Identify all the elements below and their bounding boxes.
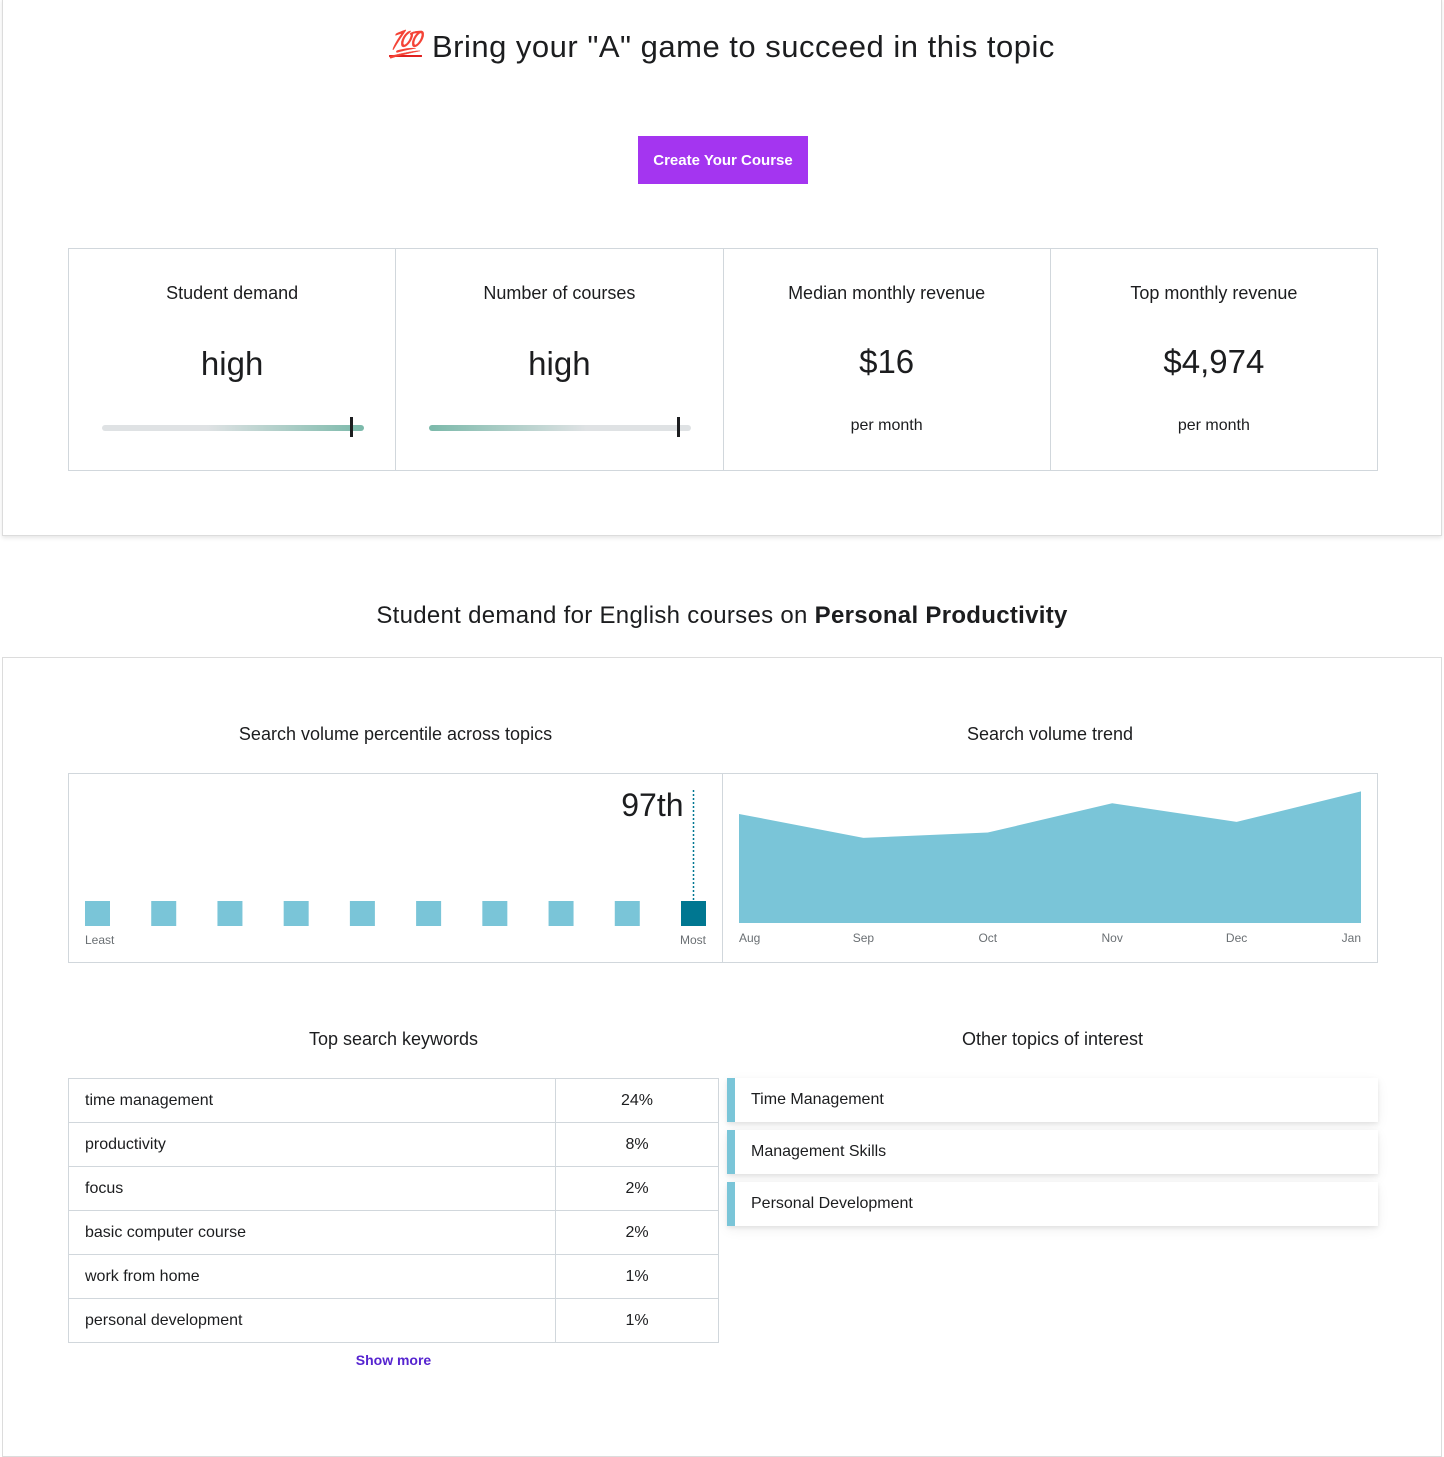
topic-item-time-management[interactable]: Time Management bbox=[727, 1078, 1378, 1122]
keyword-cell: work from home bbox=[68, 1254, 556, 1299]
opportunity-card: 💯 Bring your "A" game to succeed in this … bbox=[2, 0, 1442, 536]
keywords-title: Top search keywords bbox=[308, 1029, 479, 1049]
percentile-bucket-active bbox=[681, 901, 706, 926]
keyword-cell: personal development bbox=[68, 1298, 556, 1343]
table-row: work from home 1% bbox=[68, 1254, 719, 1299]
keyword-cell: time management bbox=[68, 1078, 556, 1123]
table-row: basic computer course 2% bbox=[68, 1210, 719, 1255]
keyword-pct-cell: 8% bbox=[555, 1122, 719, 1167]
keyword-pct-cell: 1% bbox=[555, 1298, 719, 1343]
percentile-svg: 97th Least Most bbox=[85, 787, 707, 947]
demand-card: Search volume percentile across topics S… bbox=[2, 657, 1442, 1457]
stat-sub: per month bbox=[1177, 417, 1250, 434]
x-tick-label: Jan bbox=[1342, 931, 1361, 945]
show-more-link[interactable]: Show more bbox=[355, 1352, 432, 1368]
table-row: focus 2% bbox=[68, 1166, 719, 1211]
section-topic: Personal Productivity bbox=[814, 602, 1068, 629]
stat-value: $4,974 bbox=[1163, 343, 1265, 380]
percentile-chart: 97th Least Most bbox=[68, 773, 723, 963]
table-row: time management 24% bbox=[68, 1078, 719, 1123]
table-row: productivity 8% bbox=[68, 1122, 719, 1167]
percentile-bucket bbox=[151, 901, 177, 926]
gauge-marker bbox=[677, 417, 681, 437]
keyword-cell: focus bbox=[68, 1166, 556, 1211]
stats-panel: Student demand high Number of courses hi… bbox=[68, 248, 1378, 471]
x-tick-label: Nov bbox=[1102, 931, 1123, 945]
stat-median-revenue: Median monthly revenue $16 per month bbox=[724, 249, 1051, 470]
percentile-bucket bbox=[416, 901, 442, 926]
stat-top-revenue: Top monthly revenue $4,974 per month bbox=[1051, 249, 1377, 470]
trend-area bbox=[739, 791, 1361, 923]
demand-gauge bbox=[102, 417, 364, 437]
stat-label: Student demand bbox=[166, 283, 299, 303]
stat-number-of-courses: Number of courses high bbox=[396, 249, 724, 470]
topic-item-personal-development[interactable]: Personal Development bbox=[727, 1182, 1378, 1226]
trend-svg: Aug Sep Oct Nov Dec Jan bbox=[739, 791, 1361, 945]
hundred-points-icon: 💯 bbox=[389, 29, 422, 59]
gauge-marker bbox=[350, 417, 353, 437]
keyword-pct-cell: 24% bbox=[555, 1078, 719, 1123]
keywords-table: time management 24% productivity 8% focus 2… bbox=[68, 1078, 719, 1343]
stat-value: high bbox=[528, 345, 591, 382]
other-topics-list: Time Management Management Skills Person… bbox=[727, 1078, 1378, 1234]
percentile-bucket bbox=[217, 901, 243, 926]
stat-student-demand: Student demand high bbox=[69, 249, 397, 470]
percentile-bucket bbox=[482, 901, 508, 926]
headline: 💯 Bring your "A" game to succeed in this … bbox=[3, 29, 1441, 65]
most-label: Most bbox=[680, 933, 707, 947]
percentile-bucket bbox=[548, 901, 574, 926]
keyword-cell: basic computer course bbox=[68, 1210, 556, 1255]
keyword-cell: productivity bbox=[68, 1122, 556, 1167]
trend-chart: Aug Sep Oct Nov Dec Jan bbox=[722, 773, 1378, 963]
section-title: Student demand for English courses on Pe… bbox=[0, 602, 1444, 630]
least-label: Least bbox=[85, 933, 115, 947]
stat-label: Number of courses bbox=[483, 283, 636, 303]
table-row: personal development 1% bbox=[68, 1298, 719, 1343]
stat-value: $16 bbox=[859, 343, 915, 380]
percentile-title: Search volume percentile across topics bbox=[238, 724, 553, 744]
trend-title: Search volume trend bbox=[966, 724, 1134, 744]
x-tick-label: Sep bbox=[853, 931, 875, 945]
percentile-value: 97th bbox=[621, 787, 683, 823]
percentile-bucket bbox=[349, 901, 375, 926]
topics-title: Other topics of interest bbox=[961, 1029, 1144, 1049]
stat-sub: per month bbox=[850, 417, 923, 434]
stat-label: Median monthly revenue bbox=[788, 283, 986, 303]
keyword-pct-cell: 2% bbox=[555, 1166, 719, 1211]
section-title-prefix: Student demand for English courses on bbox=[376, 602, 815, 629]
x-tick-label: Oct bbox=[978, 931, 997, 945]
stat-label: Top monthly revenue bbox=[1130, 283, 1298, 303]
courses-gauge bbox=[429, 417, 692, 437]
percentile-bucket bbox=[85, 901, 110, 926]
percentile-bucket bbox=[283, 901, 309, 926]
headline-text: Bring your "A" game to succeed in this t… bbox=[431, 29, 1055, 64]
x-tick-label: Dec bbox=[1226, 931, 1247, 945]
keyword-pct-cell: 1% bbox=[555, 1254, 719, 1299]
x-tick-label: Aug bbox=[739, 931, 760, 945]
keyword-pct-cell: 2% bbox=[555, 1210, 719, 1255]
stat-value: high bbox=[200, 345, 264, 382]
percentile-bucket bbox=[614, 901, 640, 926]
topic-item-management-skills[interactable]: Management Skills bbox=[727, 1130, 1378, 1174]
create-course-button[interactable]: Create Your Course bbox=[638, 136, 808, 184]
